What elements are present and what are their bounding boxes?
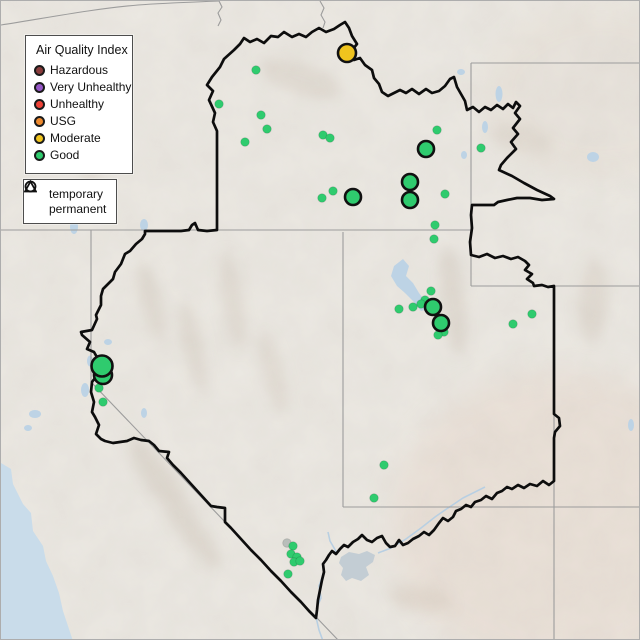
- station-marker-good[interactable]: [98, 397, 108, 407]
- station-marker-good[interactable]: [440, 189, 450, 199]
- walker-lake: [141, 408, 147, 418]
- region-boundary: [79, 20, 562, 620]
- station-marker-good[interactable]: [527, 309, 537, 319]
- station-marker-good[interactable]: [379, 460, 389, 470]
- legend-swatch-very-unhealthy-icon: [34, 81, 45, 93]
- station-marker-good[interactable]: [295, 556, 305, 566]
- goose-lake: [140, 219, 148, 231]
- station-marker-moderate[interactable]: [336, 42, 358, 64]
- bear-lake: [495, 86, 503, 102]
- legend-label: Good: [50, 148, 80, 162]
- border-nw-river: [1, 1, 220, 26]
- station-marker-good[interactable]: [508, 319, 518, 329]
- flaming-gorge: [628, 419, 634, 431]
- legend-swatch-unhealthy-icon: [34, 98, 45, 110]
- yellowstone-lake: [587, 152, 599, 162]
- station-marker-good[interactable]: [416, 139, 436, 159]
- station-marker-good[interactable]: [432, 125, 442, 135]
- legend-item-good: Good: [34, 148, 122, 162]
- station-marker-good[interactable]: [288, 541, 298, 551]
- legend-item-moderate: Moderate: [34, 131, 122, 145]
- legend-item-unhealthy: Unhealthy: [34, 97, 122, 111]
- blackfoot-reservoir: [482, 121, 488, 133]
- legend-label: Unhealthy: [50, 97, 105, 111]
- legend-label: Very Unhealthy: [50, 80, 132, 94]
- station-marker-good[interactable]: [408, 302, 418, 312]
- marker-shape-legend: temporary permanent: [23, 179, 117, 224]
- station-marker-good[interactable]: [251, 65, 261, 75]
- station-marker-good[interactable]: [240, 137, 250, 147]
- border-or-id-river: [217, 1, 223, 27]
- shape-legend-label: temporary: [49, 187, 104, 201]
- idaho-lake: [461, 151, 467, 159]
- border-id-river: [319, 1, 326, 29]
- stations-layer: [90, 42, 537, 579]
- lake-tahoe: [81, 383, 89, 397]
- triangle-glyph-icon: [24, 180, 45, 216]
- legend-swatch-hazardous-icon: [34, 64, 45, 76]
- station-marker-good[interactable]: [423, 297, 443, 317]
- station-marker-good[interactable]: [476, 143, 486, 153]
- legend-item-usg: USG: [34, 114, 122, 128]
- aqi-legend: Air Quality Index Hazardous Very Unhealth…: [25, 35, 133, 174]
- station-marker-good[interactable]: [328, 186, 338, 196]
- legend-swatch-usg-icon: [34, 115, 45, 127]
- station-marker-good[interactable]: [430, 220, 440, 230]
- legend-swatch-good-icon: [34, 149, 45, 161]
- honey-lake: [104, 339, 112, 345]
- pacific-ocean: [1, 463, 73, 639]
- great-salt-lake: [391, 259, 429, 311]
- legend-label: Moderate: [50, 131, 101, 145]
- station-marker-good[interactable]: [400, 190, 420, 210]
- shape-legend-item-temporary: temporary: [24, 180, 108, 201]
- lake-mead: [339, 551, 375, 581]
- station-marker-good[interactable]: [394, 304, 404, 314]
- water-layer: [1, 69, 634, 639]
- aqi-legend-title: Air Quality Index: [36, 43, 128, 57]
- shape-legend-label: permanent: [49, 202, 107, 216]
- station-marker-good[interactable]: [317, 193, 327, 203]
- legend-swatch-moderate-icon: [34, 132, 45, 144]
- station-marker-good[interactable]: [343, 187, 363, 207]
- bay-water: [29, 410, 41, 418]
- station-marker-good[interactable]: [429, 234, 439, 244]
- station-marker-good[interactable]: [325, 133, 335, 143]
- legend-item-hazardous: Hazardous: [34, 63, 122, 77]
- snake-river-lake: [457, 69, 465, 75]
- station-marker-good[interactable]: [283, 569, 293, 579]
- legend-label: USG: [50, 114, 77, 128]
- legend-item-very-unhealthy: Very Unhealthy: [34, 80, 131, 94]
- bay-water-2: [24, 425, 32, 431]
- station-marker-good[interactable]: [400, 172, 420, 192]
- legend-label: Hazardous: [50, 63, 109, 77]
- station-marker-good[interactable]: [262, 124, 272, 134]
- station-marker-good[interactable]: [90, 354, 114, 378]
- shape-legend-item-permanent: permanent: [24, 180, 108, 216]
- station-marker-good[interactable]: [256, 110, 266, 120]
- station-marker-good[interactable]: [369, 493, 379, 503]
- station-marker-good[interactable]: [431, 313, 451, 333]
- station-marker-good[interactable]: [426, 286, 436, 296]
- station-marker-good[interactable]: [214, 99, 224, 109]
